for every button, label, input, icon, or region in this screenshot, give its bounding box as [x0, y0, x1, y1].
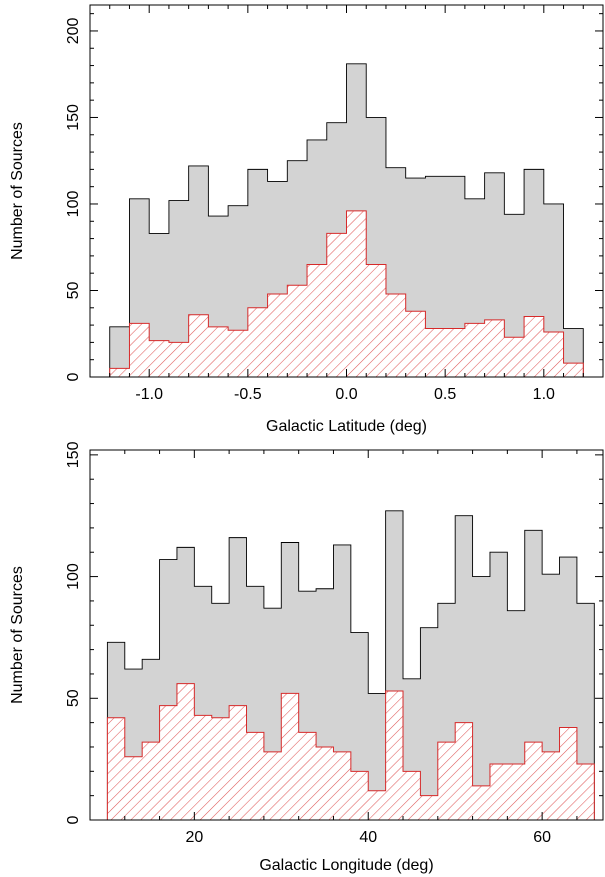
subset-bar-6: [212, 718, 229, 820]
x-axis-title: Galactic Longitude (deg): [259, 857, 433, 874]
subset-bar-14: [351, 771, 368, 820]
subset-hatch: [109, 210, 584, 377]
subset-bar-19: [438, 742, 455, 820]
y-tick-label: 100: [65, 563, 82, 590]
subset-bar-17: [403, 771, 420, 820]
subset-bar-2: [149, 341, 169, 377]
subset-bar-4: [189, 315, 209, 377]
x-tick-label: 0.5: [434, 386, 456, 403]
y-tick-label: 150: [65, 441, 82, 468]
subset-bar-23: [507, 764, 524, 820]
subset-bar-23: [564, 363, 584, 377]
y-tick-label: 0: [65, 815, 82, 824]
subset-bar-26: [560, 728, 577, 821]
all-sources-outline: [106, 510, 595, 820]
x-tick-label: 0.0: [335, 386, 357, 403]
subset-bar-11: [327, 233, 347, 377]
y-tick-label: 100: [65, 191, 82, 218]
subset-bar-9: [264, 752, 281, 820]
x-axis-title: Galactic Latitude (deg): [266, 418, 427, 435]
subset-bar-2: [142, 742, 159, 820]
subset-bar-18: [465, 323, 485, 377]
subset-bar-12: [347, 211, 367, 377]
subset-bar-19: [485, 320, 505, 377]
subset-histogram: [106, 683, 595, 821]
x-tick-label: -0.5: [234, 386, 262, 403]
all-sources-outline: [109, 63, 584, 377]
subset-bar-3: [160, 706, 177, 820]
subset-bar-15: [368, 791, 385, 820]
subset-bar-16: [386, 691, 403, 820]
subset-bar-0: [110, 368, 130, 377]
subset-bar-1: [129, 323, 149, 377]
subset-bar-5: [208, 327, 228, 377]
y-tick-label: 150: [65, 104, 82, 131]
all-sources-bar-18: [420, 628, 437, 820]
y-tick-label: 50: [65, 689, 82, 707]
subset-bar-16: [425, 329, 445, 377]
x-tick-label: 20: [185, 829, 203, 846]
x-tick-label: 60: [533, 829, 551, 846]
subset-bar-17: [445, 329, 465, 377]
y-tick-label: 0: [65, 372, 82, 381]
subset-bar-21: [473, 786, 490, 820]
subset-bar-6: [228, 330, 248, 377]
subset-bar-20: [504, 337, 524, 377]
subset-bar-21: [524, 316, 544, 377]
subset-bar-15: [406, 311, 426, 377]
subset-outline: [106, 683, 595, 820]
longitude-histogram: 20 40 60 0 50 100 150 Galactic Longitude (deg) N…: [9, 441, 604, 874]
subset-bar-0: [107, 718, 124, 820]
subset-outline: [109, 210, 584, 377]
subset-bar-25: [542, 752, 559, 820]
y-tick-label: 200: [65, 18, 82, 45]
subset-bar-18: [420, 796, 437, 820]
all-sources-bar-21: [473, 577, 490, 820]
y-axis-title: Number of Sources: [9, 566, 26, 704]
x-tick-label: 1.0: [533, 386, 555, 403]
subset-bar-24: [525, 742, 542, 820]
subset-bar-14: [386, 294, 406, 377]
subset-bar-20: [455, 723, 472, 820]
plot-frame: [89, 449, 604, 821]
subset-bar-7: [248, 308, 268, 377]
subset-bar-1: [125, 757, 142, 820]
subset-bar-11: [299, 732, 316, 820]
subset-bar-10: [307, 265, 327, 377]
subset-bar-22: [490, 764, 507, 820]
subset-bar-10: [281, 693, 298, 820]
subset-bar-9: [287, 285, 307, 377]
subset-bar-3: [169, 342, 189, 377]
latitude-histogram: -1.0 -0.5 0.0 0.5 1.0 0 50 100 150 200 Galactic La…: [9, 4, 604, 435]
y-axis-title: Number of Sources: [9, 122, 26, 260]
y-tick-label: 50: [65, 281, 82, 299]
subset-bar-8: [247, 732, 264, 820]
subset-bar-22: [544, 332, 564, 377]
subset-bar-8: [268, 294, 288, 377]
subset-bar-13: [366, 265, 386, 377]
subset-bar-12: [316, 747, 333, 820]
subset-bar-7: [229, 706, 246, 820]
subset-histogram: [109, 210, 584, 377]
x-tick-label: 40: [359, 829, 377, 846]
subset-bar-5: [194, 715, 211, 820]
subset-bar-4: [177, 684, 194, 820]
subset-bar-27: [577, 764, 594, 820]
subset-bar-13: [333, 752, 350, 820]
x-tick-label: -1.0: [135, 386, 163, 403]
